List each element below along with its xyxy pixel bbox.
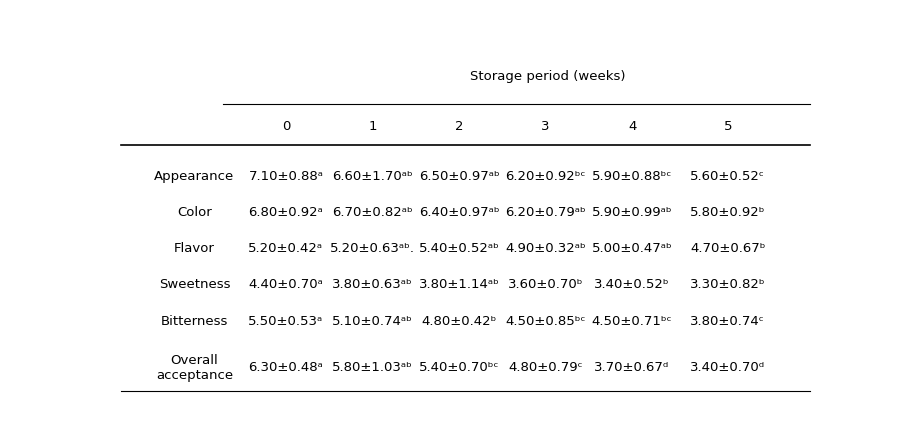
Text: 4.40±0.70ᵃ: 4.40±0.70ᵃ bbox=[249, 278, 323, 291]
Text: Storage period (weeks): Storage period (weeks) bbox=[470, 70, 626, 83]
Text: 2: 2 bbox=[455, 120, 463, 133]
Text: 4.50±0.85ᵇᶜ: 4.50±0.85ᵇᶜ bbox=[506, 314, 586, 327]
Text: 5.50±0.53ᵃ: 5.50±0.53ᵃ bbox=[248, 314, 323, 327]
Text: 3.80±0.74ᶜ: 3.80±0.74ᶜ bbox=[690, 314, 765, 327]
Text: 5.80±1.03ᵃᵇ: 5.80±1.03ᵃᵇ bbox=[332, 361, 413, 374]
Text: 5.40±0.70ᵇᶜ: 5.40±0.70ᵇᶜ bbox=[419, 361, 499, 374]
Text: 3: 3 bbox=[541, 120, 550, 133]
Text: 5.90±0.99ᵃᵇ: 5.90±0.99ᵃᵇ bbox=[592, 206, 673, 219]
Text: 3.40±0.52ᵇ: 3.40±0.52ᵇ bbox=[595, 278, 670, 291]
Text: 6.40±0.97ᵃᵇ: 6.40±0.97ᵃᵇ bbox=[419, 206, 499, 219]
Text: 5: 5 bbox=[724, 120, 732, 133]
Text: 6.70±0.82ᵃᵇ: 6.70±0.82ᵃᵇ bbox=[332, 206, 413, 219]
Text: 5.00±0.47ᵃᵇ: 5.00±0.47ᵃᵇ bbox=[592, 242, 673, 255]
Text: 3.40±0.70ᵈ: 3.40±0.70ᵈ bbox=[690, 361, 765, 374]
Text: 5.60±0.52ᶜ: 5.60±0.52ᶜ bbox=[690, 170, 765, 183]
Text: 3.70±0.67ᵈ: 3.70±0.67ᵈ bbox=[595, 361, 670, 374]
Text: 4.50±0.71ᵇᶜ: 4.50±0.71ᵇᶜ bbox=[592, 314, 673, 327]
Text: 6.60±1.70ᵃᵇ: 6.60±1.70ᵃᵇ bbox=[332, 170, 413, 183]
Text: 5.10±0.74ᵃᵇ: 5.10±0.74ᵃᵇ bbox=[332, 314, 413, 327]
Text: 6.20±0.79ᵃᵇ: 6.20±0.79ᵃᵇ bbox=[505, 206, 586, 219]
Text: 0: 0 bbox=[281, 120, 290, 133]
Text: Appearance: Appearance bbox=[154, 170, 234, 183]
Text: 3.80±0.63ᵃᵇ: 3.80±0.63ᵃᵇ bbox=[332, 278, 413, 291]
Text: 6.20±0.92ᵇᶜ: 6.20±0.92ᵇᶜ bbox=[506, 170, 586, 183]
Text: Color: Color bbox=[177, 206, 212, 219]
Text: 5.90±0.88ᵇᶜ: 5.90±0.88ᵇᶜ bbox=[592, 170, 672, 183]
Text: 6.50±0.97ᵃᵇ: 6.50±0.97ᵃᵇ bbox=[419, 170, 499, 183]
Text: 3.60±0.70ᵇ: 3.60±0.70ᵇ bbox=[508, 278, 583, 291]
Text: 3.30±0.82ᵇ: 3.30±0.82ᵇ bbox=[690, 278, 765, 291]
Text: 6.30±0.48ᵃ: 6.30±0.48ᵃ bbox=[249, 361, 323, 374]
Text: 4.80±0.42ᵇ: 4.80±0.42ᵇ bbox=[421, 314, 497, 327]
Text: 4.70±0.67ᵇ: 4.70±0.67ᵇ bbox=[690, 242, 765, 255]
Text: 4.90±0.32ᵃᵇ: 4.90±0.32ᵃᵇ bbox=[505, 242, 586, 255]
Text: 6.80±0.92ᵃ: 6.80±0.92ᵃ bbox=[249, 206, 323, 219]
Text: 5.20±0.63ᵃᵇ.: 5.20±0.63ᵃᵇ. bbox=[330, 242, 415, 255]
Text: 5.20±0.42ᵃ: 5.20±0.42ᵃ bbox=[249, 242, 323, 255]
Text: Bitterness: Bitterness bbox=[161, 314, 228, 327]
Text: 4.80±0.79ᶜ: 4.80±0.79ᶜ bbox=[508, 361, 583, 374]
Text: 3.80±1.14ᵃᵇ: 3.80±1.14ᵃᵇ bbox=[419, 278, 499, 291]
Text: 1: 1 bbox=[369, 120, 377, 133]
Text: Sweetness: Sweetness bbox=[159, 278, 230, 291]
Text: Overall
acceptance: Overall acceptance bbox=[156, 353, 233, 382]
Text: Flavor: Flavor bbox=[174, 242, 215, 255]
Text: 5.40±0.52ᵃᵇ: 5.40±0.52ᵃᵇ bbox=[419, 242, 499, 255]
Text: 5.80±0.92ᵇ: 5.80±0.92ᵇ bbox=[690, 206, 765, 219]
Text: 4: 4 bbox=[628, 120, 637, 133]
Text: 7.10±0.88ᵃ: 7.10±0.88ᵃ bbox=[249, 170, 323, 183]
